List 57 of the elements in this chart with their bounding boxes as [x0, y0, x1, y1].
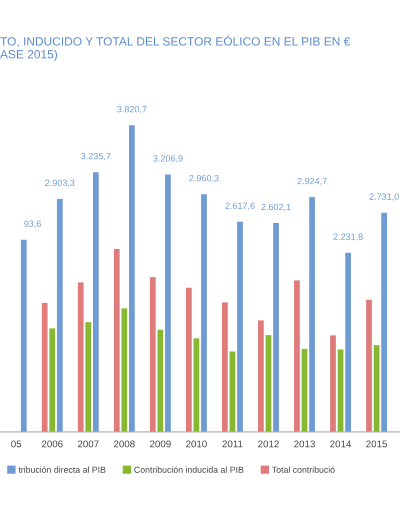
- bar: [381, 212, 388, 432]
- bar: [258, 320, 264, 432]
- chart-title: TO, INDUCIDO Y TOTAL DEL SECTOR EÓLICO EN EL PIB EN € ASE 2015): [0, 35, 350, 61]
- bar: [237, 222, 243, 432]
- x-tick-label: 2014: [330, 440, 352, 448]
- bar: [92, 172, 99, 432]
- bar: [165, 174, 171, 432]
- data-label: 2.231,8: [334, 233, 363, 241]
- bar: [366, 300, 372, 432]
- bar: [186, 288, 192, 432]
- bar: [121, 308, 128, 432]
- x-tick-label: 2012: [258, 440, 279, 448]
- x-tick-label: 2015: [366, 440, 387, 448]
- bar: [56, 198, 63, 432]
- x-tick-label: 2006: [42, 440, 63, 448]
- bar: [302, 348, 308, 432]
- bar: [294, 280, 300, 432]
- x-tick-label: 2008: [114, 440, 135, 448]
- bar: [330, 335, 336, 432]
- x-tick-label: 2010: [186, 440, 207, 448]
- bar: [273, 223, 279, 432]
- bar: [374, 345, 380, 432]
- data-label: 3.235,7: [81, 152, 110, 160]
- data-label: 2.960,3: [189, 175, 219, 182]
- annotation: 93,6: [24, 220, 41, 228]
- data-label: 2.924,7: [297, 178, 327, 186]
- bar: [338, 349, 344, 432]
- bar: [157, 330, 164, 432]
- bar: [78, 282, 84, 432]
- bar: [230, 351, 236, 432]
- bar: [85, 322, 92, 432]
- bar: [309, 197, 315, 432]
- legend-label: Total contribució: [272, 466, 335, 473]
- bar: [194, 338, 200, 432]
- data-label: 2.602,1: [261, 204, 291, 212]
- x-tick-label: 2011: [222, 440, 242, 448]
- bar: [129, 125, 135, 432]
- bar: [150, 277, 156, 432]
- x-tick-label: 2013: [294, 440, 315, 448]
- bar: [266, 335, 272, 432]
- data-label: 2.617,6: [225, 202, 255, 210]
- x-tick-label: 2009: [150, 440, 171, 448]
- data-label: 2.903,3: [45, 180, 74, 188]
- bar: [49, 328, 56, 432]
- bar: [20, 240, 27, 432]
- bar: [42, 302, 48, 432]
- data-label: 3.206,9: [153, 155, 183, 163]
- x-tick-label: 2007: [78, 440, 99, 448]
- data-label: 2.731,0: [370, 193, 399, 201]
- bar: [201, 194, 207, 432]
- bar: [222, 302, 228, 432]
- legend-label: tribución directa al PIB: [18, 466, 106, 473]
- data-label: 3.820,7: [117, 106, 146, 114]
- bar: [345, 252, 351, 432]
- bar: [114, 249, 120, 432]
- x-tick-label: 05: [11, 440, 22, 448]
- legend-label: Contribución inducida al PIB: [134, 466, 244, 473]
